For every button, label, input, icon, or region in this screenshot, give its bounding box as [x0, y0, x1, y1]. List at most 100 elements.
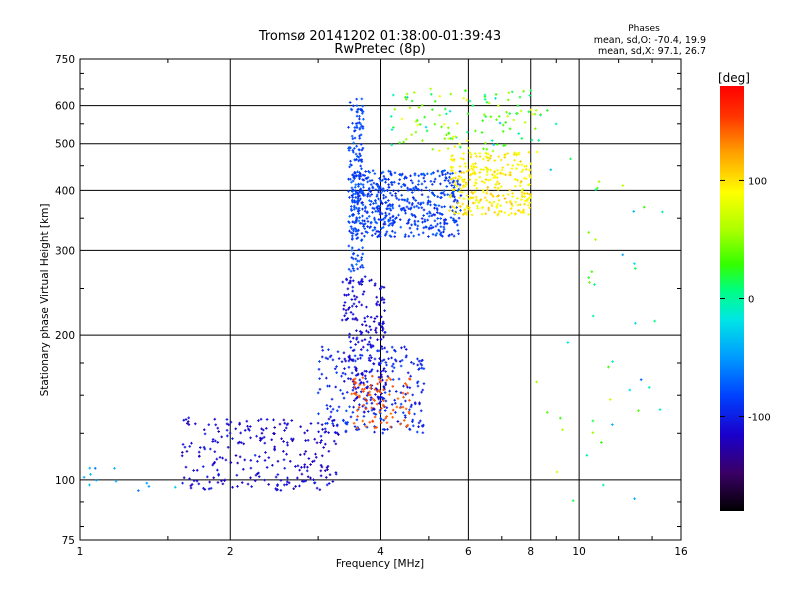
data-point	[382, 335, 385, 339]
data-point	[437, 204, 441, 207]
data-point	[369, 336, 372, 340]
data-point	[392, 126, 395, 129]
data-point	[489, 154, 493, 158]
data-point	[459, 145, 462, 149]
data-point	[346, 421, 349, 424]
data-point	[408, 226, 412, 230]
data-point	[243, 429, 247, 432]
data-point	[367, 330, 370, 334]
data-point	[454, 219, 458, 223]
data-point	[401, 405, 405, 409]
data-point	[379, 199, 382, 203]
data-point	[300, 466, 303, 469]
data-point	[350, 256, 354, 259]
data-point	[368, 370, 372, 374]
data-point	[327, 449, 331, 453]
data-point	[257, 475, 261, 478]
data-point	[263, 441, 267, 445]
data-point	[208, 480, 211, 484]
data-point	[469, 173, 472, 177]
data-point	[404, 392, 407, 396]
data-point	[422, 214, 425, 217]
data-point	[424, 125, 428, 129]
data-point	[406, 391, 410, 395]
data-point	[314, 452, 317, 456]
data-point	[446, 126, 450, 130]
data-point	[353, 171, 357, 174]
data-point	[224, 458, 228, 462]
data-point	[639, 378, 643, 381]
data-point	[357, 185, 360, 188]
data-point	[379, 210, 382, 214]
data-point	[382, 298, 386, 301]
data-point	[354, 183, 358, 187]
data-point	[377, 197, 380, 201]
data-point	[378, 410, 382, 414]
data-point	[513, 158, 516, 162]
data-point	[472, 166, 476, 169]
data-point	[351, 234, 354, 238]
data-point	[334, 431, 338, 435]
data-point	[457, 212, 460, 215]
data-point	[348, 229, 351, 233]
data-point	[416, 381, 419, 385]
data-point	[314, 455, 318, 459]
data-point	[356, 426, 359, 430]
data-point	[316, 421, 320, 425]
data-point	[594, 238, 597, 241]
data-point	[360, 158, 364, 162]
data-point	[390, 181, 394, 184]
data-point	[490, 204, 494, 208]
data-point	[421, 388, 425, 392]
data-point	[422, 172, 425, 176]
data-point	[382, 174, 386, 178]
data-point	[355, 219, 358, 223]
data-point	[425, 129, 429, 133]
data-point	[354, 152, 358, 156]
data-point	[359, 182, 363, 186]
data-point	[384, 370, 387, 373]
data-point	[351, 312, 355, 316]
data-point	[391, 369, 394, 373]
data-point	[192, 479, 196, 483]
data-point	[213, 461, 216, 464]
data-point	[443, 193, 446, 197]
data-point	[411, 196, 415, 199]
data-point	[484, 141, 487, 145]
data-point	[414, 199, 418, 202]
data-point	[279, 489, 283, 492]
data-point	[218, 456, 222, 459]
data-point	[319, 441, 322, 444]
data-point	[327, 417, 331, 421]
data-point	[363, 320, 367, 323]
data-point	[412, 205, 416, 209]
data-point	[546, 411, 549, 414]
data-point	[363, 275, 367, 278]
data-point	[212, 476, 216, 480]
data-point	[430, 172, 433, 176]
data-point	[394, 192, 397, 195]
data-point	[455, 184, 459, 188]
data-point	[343, 367, 346, 370]
data-point	[350, 186, 354, 190]
data-point	[320, 345, 324, 349]
data-point	[354, 397, 358, 401]
data-point	[317, 412, 320, 416]
data-point	[355, 144, 358, 148]
data-point	[273, 432, 276, 435]
data-point	[375, 295, 378, 299]
data-point	[351, 285, 355, 289]
data-point	[475, 198, 479, 202]
data-point	[517, 163, 520, 167]
data-point	[381, 178, 384, 182]
data-point	[463, 162, 467, 165]
data-point	[351, 179, 355, 183]
data-point	[413, 173, 417, 177]
data-point	[283, 421, 287, 425]
data-point	[398, 141, 402, 145]
data-point	[356, 357, 360, 361]
data-point	[502, 144, 505, 147]
data-point	[442, 189, 446, 193]
data-point	[495, 118, 498, 122]
data-point	[381, 403, 385, 407]
